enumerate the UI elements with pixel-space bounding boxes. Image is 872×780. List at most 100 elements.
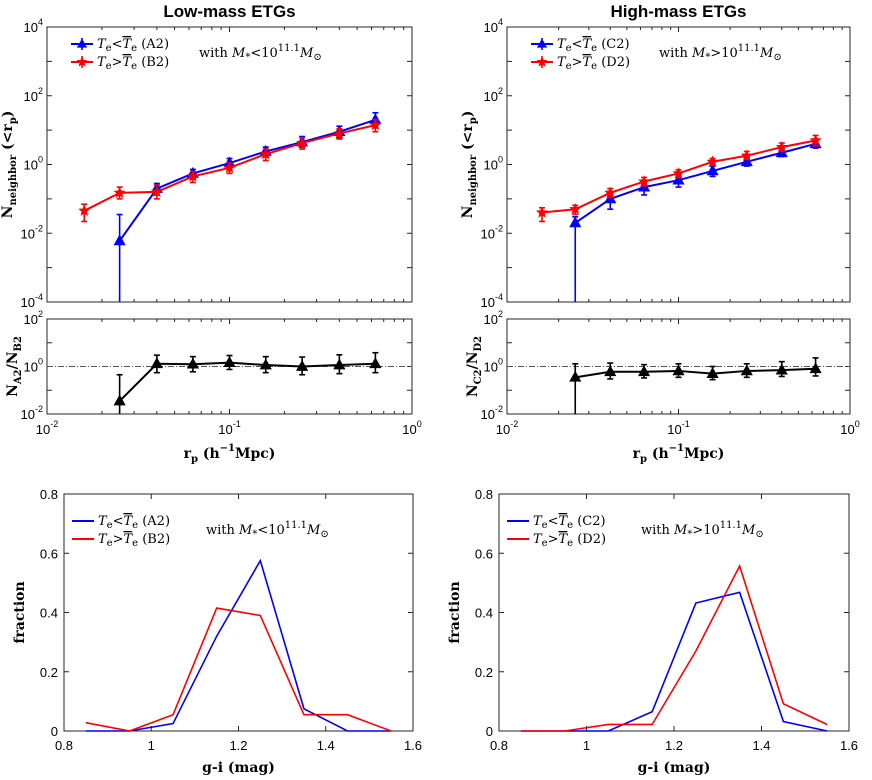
legend-tag: (A2): [138, 514, 170, 529]
y-tick-label: 102: [24, 309, 43, 327]
star-marker: [809, 134, 822, 146]
tick-base: 10: [24, 312, 38, 327]
legend-bar-sub: e: [567, 520, 573, 531]
legend-entry: Te<Te (C2): [557, 37, 630, 54]
tick-exponent: 0: [498, 155, 503, 165]
triangle-marker: [638, 365, 651, 377]
hm_ratio-ylabel: NC2/ND2: [465, 336, 484, 397]
lm_hist-series-A2: [85, 558, 392, 732]
y-tick-label: 0: [51, 724, 58, 739]
star-marker: [536, 206, 548, 218]
y-tick-label: 0.4: [475, 606, 493, 621]
star-marker: [78, 204, 91, 216]
y-tick-label: 0.2: [40, 665, 58, 680]
note-mass-sub: *: [705, 52, 710, 63]
star-marker: [333, 127, 346, 139]
lm_ratio-ylabel: NA2/NB2: [5, 336, 24, 397]
legend-bar-sub: e: [591, 43, 597, 54]
series-line-C2/D2: [575, 367, 816, 379]
tick-base: 10: [24, 360, 38, 375]
tick-base: 10: [484, 89, 498, 104]
triangle-marker: [76, 38, 88, 48]
triangle-marker: [113, 234, 126, 246]
hm_hist-frame: [498, 493, 850, 732]
star-marker: [672, 167, 685, 179]
x-tick-label: 1.2: [665, 738, 683, 753]
legend-bar-symbol: T: [123, 37, 133, 52]
y-tick-label: 0.6: [40, 546, 58, 561]
hm_top-frame: [506, 26, 851, 303]
series-line-A2/B2: [118, 361, 376, 402]
star-marker: [369, 118, 382, 131]
x-tick-label: 10-2: [496, 419, 518, 437]
xlabel-exp: −1: [669, 443, 684, 454]
triangle-marker: [809, 362, 822, 374]
star-marker: [536, 56, 548, 67]
mass-cut-note: with M*>1011.1M⊙: [659, 43, 782, 63]
x-tick-label: 1.4: [752, 738, 770, 753]
tick-base: 10: [218, 422, 232, 437]
y-tick-label: 102: [484, 309, 503, 327]
triangle-marker: [672, 173, 685, 185]
lm_hist-ylabel: fraction: [12, 581, 28, 643]
note-exponent: 11.1: [285, 520, 307, 531]
note-mass-sub: *: [252, 529, 257, 540]
ylabel-sub: neighbor: [8, 154, 19, 205]
y-tick-label: 0.8: [40, 487, 58, 502]
hm_top-title: High-mass ETGs: [610, 2, 746, 21]
star-marker: [296, 136, 309, 149]
triangle-marker: [150, 357, 163, 369]
lm_hist-xlabel: g-i (mag): [202, 760, 275, 776]
note-mass: M: [673, 523, 688, 538]
legend-sub: e: [106, 61, 112, 72]
star-marker: [638, 175, 651, 187]
triangle-marker: [259, 358, 272, 370]
hm_hist-ticks: 0.8 1 1.2 1.4 1.6 0 0.2 0.4 0.6 0.8: [475, 487, 858, 753]
ylabel-mid: /N: [465, 351, 481, 369]
star-marker: [775, 140, 788, 153]
lm_top-series-B2: [78, 118, 382, 223]
legend-relation: >: [113, 532, 124, 547]
tick-base: 10: [496, 422, 510, 437]
note-msun-sub: ⊙: [320, 529, 328, 540]
ylabel-sub2: D2: [473, 336, 484, 352]
tick-base: 10: [484, 312, 498, 327]
legend-bar-symbol: T: [124, 514, 134, 529]
x-tick-label: 0.8: [55, 738, 73, 753]
hm_ratio-series-C2/D2: [569, 357, 822, 414]
triangle-marker: [672, 364, 685, 376]
triangle-marker: [296, 359, 309, 371]
legend-entry: Te<Te (A2): [97, 37, 169, 54]
tick-base: 10: [667, 422, 681, 437]
legend-symbol: T: [97, 37, 107, 52]
legend-symbol: T: [557, 55, 567, 70]
tick-exponent: -1: [233, 419, 241, 429]
ylabel-main: N: [0, 205, 16, 218]
tick-base: 10: [36, 422, 50, 437]
tick-base: 10: [24, 89, 38, 104]
hm_top-ylabel: Nneighbor (<rp): [460, 111, 479, 219]
note-msun-sub: ⊙: [755, 529, 763, 540]
note-msun: M: [299, 46, 314, 61]
mass-cut-note: with M*>1011.1M⊙: [641, 520, 764, 540]
legend-entry: Te>Te (B2): [98, 532, 170, 549]
x-tick-label: 1: [148, 738, 155, 753]
legend-tag: (C2): [573, 514, 606, 529]
legend-relation: >: [572, 55, 583, 70]
legend-entry: Te>Te (D2): [533, 532, 606, 549]
tick-base: 10: [481, 226, 495, 241]
legend-symbol: T: [533, 514, 543, 529]
triangle-marker: [740, 155, 753, 167]
legend-tag: (A2): [137, 37, 169, 52]
lm_top-ylabel: Nneighbor (<rp): [0, 111, 19, 219]
note-exponent: 11.1: [278, 43, 300, 54]
triangle-marker: [113, 394, 126, 406]
xlabel-main: r: [184, 446, 192, 462]
x-tick-label: 10-1: [667, 419, 689, 437]
tick-exponent: 0: [38, 357, 43, 367]
y-tick-label: 100: [484, 357, 503, 375]
legend-sub: e: [542, 538, 548, 549]
legend-sub: e: [542, 520, 548, 531]
xlabel-sub: p: [191, 454, 198, 465]
tick-exponent: 2: [498, 309, 503, 319]
